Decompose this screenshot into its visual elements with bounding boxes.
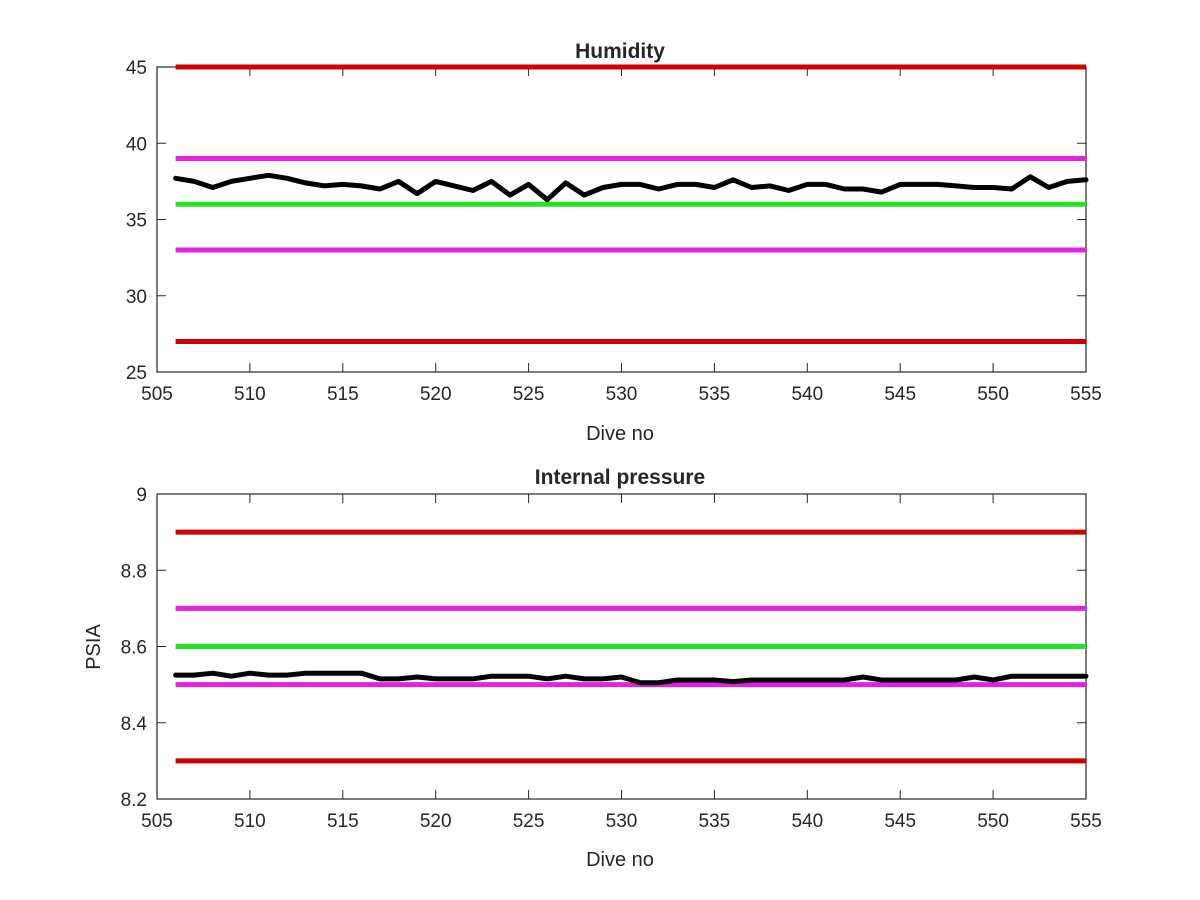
humidity-x-tick-label: 510 (234, 384, 266, 405)
humidity-x-tick-label: 520 (420, 384, 452, 405)
internal-pressure-y-tick-label: 8.8 (121, 561, 147, 582)
internal-pressure-y-tick-label: 8.6 (121, 638, 147, 659)
humidity-title: Humidity (575, 40, 665, 63)
internal-pressure-y-tick-label: 9 (136, 485, 147, 506)
humidity-x-tick-label: 530 (606, 384, 638, 405)
internal-pressure-x-tick-label: 540 (791, 811, 823, 832)
humidity-x-tick-label: 555 (1070, 384, 1102, 405)
humidity-x-tick-label: 535 (699, 384, 731, 405)
humidity-x-tick-label: 540 (791, 384, 823, 405)
humidity-x-tick-label: 515 (327, 384, 359, 405)
internal-pressure-x-tick-label: 510 (234, 811, 266, 832)
internal-pressure-data-line (173, 670, 1089, 686)
internal-pressure-x-tick-label: 525 (513, 811, 545, 832)
humidity-x-axis-label: Dive no (586, 423, 654, 445)
humidity-plot-area: 505 510 515 520 525 530 535 540 545 550 555 25 30 35 4… (126, 58, 1102, 405)
humidity-y-tick-label: 45 (126, 58, 147, 79)
internal-pressure-x-tick-label: 505 (141, 811, 173, 832)
humidity-y-tick-label: 30 (126, 287, 147, 308)
humidity-x-tick-label: 550 (977, 384, 1009, 405)
internal-pressure-x-tick-label: 515 (327, 811, 359, 832)
internal-pressure-x-axis-label: Dive no (586, 849, 654, 871)
internal-pressure-x-tick-label: 555 (1070, 811, 1102, 832)
humidity-axes-box (156, 66, 1087, 373)
humidity-y-tick-label: 40 (126, 134, 147, 155)
internal-pressure-x-tick-label: 530 (606, 811, 638, 832)
humidity-y-tick-label: 25 (126, 363, 147, 384)
internal-pressure-x-tick-label: 520 (420, 811, 452, 832)
internal-pressure-plot-area: 505 510 515 520 525 530 535 540 545 550 555 8.2 8.4 8… (121, 485, 1102, 832)
internal-pressure-x-tick-label: 535 (699, 811, 731, 832)
humidity-panel: Humidity 505 510 515 520 525 530 535 540 545 550 5… (126, 40, 1102, 445)
humidity-x-tick-label: 545 (884, 384, 916, 405)
internal-pressure-y-axis-label: PSIA (83, 624, 105, 670)
humidity-data-line (173, 172, 1089, 203)
humidity-x-tick-label: 505 (141, 384, 173, 405)
internal-pressure-y-tick-label: 8.4 (121, 714, 148, 735)
internal-pressure-y-tick-label: 8.2 (121, 790, 147, 811)
internal-pressure-title: Internal pressure (535, 466, 705, 489)
humidity-y-tick-label: 35 (126, 211, 147, 232)
internal-pressure-panel: Internal pressure 505 510 515 520 525 530 535 5… (83, 466, 1102, 871)
internal-pressure-x-tick-label: 545 (884, 811, 916, 832)
internal-pressure-x-tick-label: 550 (977, 811, 1009, 832)
humidity-x-tick-label: 525 (513, 384, 545, 405)
